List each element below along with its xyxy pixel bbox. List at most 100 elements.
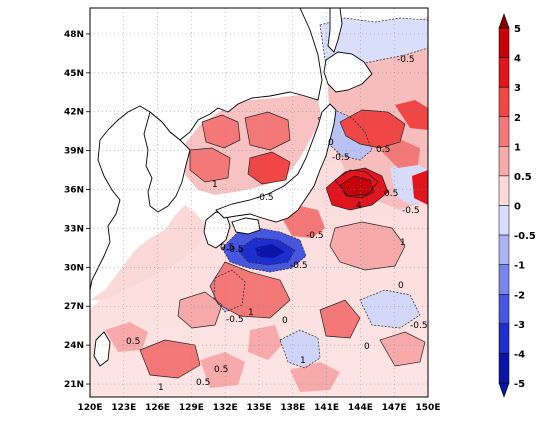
taiwan (93, 331, 111, 367)
contour-label: 0.5 (126, 337, 140, 347)
colorbar-swatch (498, 353, 510, 384)
contour-label: 1 (212, 180, 218, 190)
latitude-tick-label: 24N (64, 341, 84, 351)
contour-label: 4 (356, 201, 362, 211)
contour-label: 0 (398, 281, 404, 291)
longitude-tick-label: 120E (78, 403, 103, 413)
latitude-tick-label: 30N (64, 263, 84, 273)
colorbar: 5 4 3 2 1 0.5 0 -0.5 -1 -2 -3 -4 -5 (498, 13, 536, 398)
latitude-tick-label: 39N (64, 147, 84, 157)
positive-patch-sea-of-japan-4 (248, 152, 290, 184)
colorbar-level-label: -3 (514, 320, 525, 331)
colorbar-level-label: -5 (514, 379, 525, 390)
longitude-tick-label: 147E (382, 403, 407, 413)
latitude-tick-labels: 21N 24N 27N 30N 33N 36N 39N 42N 45N 48N (64, 30, 90, 390)
colorbar-swatch (498, 116, 510, 147)
colorbar-swatch (498, 234, 510, 265)
east-china-sea-field (90, 205, 205, 300)
positive-patch-south-6 (380, 332, 425, 366)
colorbar-level-label: 5 (514, 24, 521, 35)
colorbar-swatch (498, 146, 510, 177)
land-mask (90, 8, 373, 367)
positive-patch-south-4 (320, 300, 360, 338)
contour-label: 1 (248, 308, 254, 318)
longitude-tick-label: 135E (247, 403, 272, 413)
colorbar-level-label: -1 (514, 261, 525, 272)
colorbar-swatch (498, 264, 510, 295)
contour-label-group: -0.5 -0.5 -0.5 -0.5 -0.5 -0.5 -0.5 -0.5 … (126, 55, 428, 393)
latitude-tick-label: 21N (64, 380, 84, 390)
colorbar-swatch (498, 205, 510, 236)
contour-label: 0.5 (196, 378, 210, 388)
longitude-tick-label: 141E (314, 403, 339, 413)
lat-lon-gridlines (90, 8, 428, 397)
latitude-tick-label: 45N (64, 69, 84, 79)
contour-label: 0.5 (376, 145, 390, 155)
positive-patch-north-east-2 (395, 100, 428, 130)
negative-patch-south (280, 330, 320, 368)
positive-patch-kuroshio-core (340, 176, 374, 198)
contour-label: -0.5 (226, 245, 244, 255)
contour-label: -0.5 (256, 193, 274, 203)
contour-label: 1 (300, 356, 306, 366)
latitude-tick-label: 42N (64, 108, 84, 118)
contour-label: 0.5 (220, 243, 234, 253)
map-panel: -0.5 -0.5 -0.5 -0.5 -0.5 -0.5 -0.5 -0.5 … (90, 8, 428, 397)
colorbar-swatch (498, 27, 510, 58)
sakhalin (327, 8, 343, 53)
latitude-tick-label: 36N (64, 186, 84, 196)
positive-patch-southwest-2 (105, 322, 148, 352)
colorbar-swatch (498, 323, 510, 354)
contour-label: 0 (364, 342, 370, 352)
colorbar-level-label: -4 (514, 349, 525, 360)
colorbar-level-label: 0.5 (514, 172, 532, 183)
contour-label: 0.5 (214, 365, 228, 375)
colorbar-min-arrow (498, 382, 510, 398)
longitude-tick-label: 123E (111, 403, 136, 413)
contour-label: -0.5 (402, 206, 420, 216)
contour-label: 0.5 (384, 189, 398, 199)
longitude-tick-label: 126E (145, 403, 170, 413)
positive-patch-south-3 (248, 325, 282, 360)
colorbar-level-label: 4 (514, 54, 521, 65)
colorbar-level-label: 3 (514, 83, 521, 94)
longitude-tick-label: 138E (280, 403, 305, 413)
colorbar-swatch (498, 57, 510, 88)
colorbar-swatch (498, 175, 510, 206)
positive-patch-south-east (330, 222, 405, 270)
longitude-tick-label: 129E (179, 403, 204, 413)
positive-patch-southwest-1 (140, 340, 200, 378)
contour-label: -0.5 (397, 55, 415, 65)
positive-patch-south-5 (290, 362, 340, 392)
contour-label: -0.5 (410, 321, 428, 331)
latitude-tick-label: 27N (64, 302, 84, 312)
contour-label: 1 (400, 238, 406, 248)
colorbar-swatch (498, 294, 510, 325)
contour-label: 1 (158, 383, 164, 393)
longitude-tick-label: 150E (416, 403, 441, 413)
strong-negative-center (255, 244, 285, 258)
korean-peninsula (143, 111, 191, 213)
positive-patch-north-east-3 (380, 140, 420, 168)
contour-label: 0 (328, 138, 334, 148)
honshu (215, 103, 337, 223)
longitude-tick-label: 144E (348, 403, 373, 413)
latitude-tick-label: 33N (64, 224, 84, 234)
contour-label: -0.5 (290, 261, 308, 271)
colorbar-swatch (498, 86, 510, 117)
longitude-tick-labels: 120E 123E 126E 129E 132E 135E 138E 141E 144E 147E… (78, 403, 441, 413)
positive-patch-south-2 (178, 292, 222, 328)
positive-patch-north-east-1 (340, 110, 405, 148)
map-frame (89, 7, 429, 398)
colorbar-level-label: 0 (514, 202, 521, 213)
positive-patch-east-edge (412, 170, 428, 205)
positive-patch-sea-of-japan-3 (190, 148, 230, 182)
colorbar-level-label: -0.5 (514, 231, 536, 242)
longitude-tick-label: 132E (213, 403, 238, 413)
positive-patch-south-7 (200, 352, 245, 388)
negative-patch-southeast (360, 290, 420, 328)
positive-patch-sea-of-japan-2 (245, 112, 290, 150)
colorbar-max-arrow (498, 13, 510, 29)
latitude-tick-label: 48N (64, 30, 84, 40)
